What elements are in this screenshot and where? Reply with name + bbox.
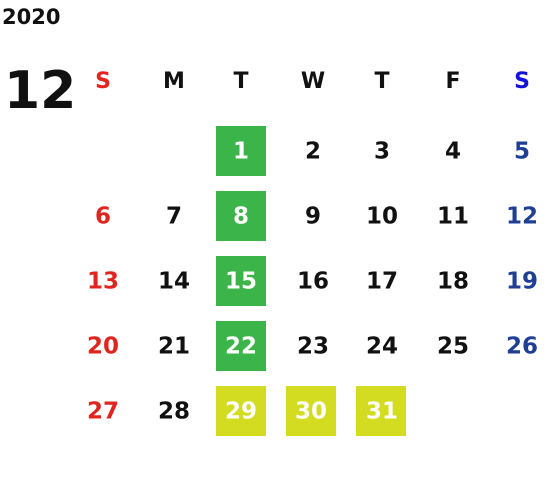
day-number: 26	[506, 334, 538, 360]
day-number: 17	[366, 269, 398, 295]
month: 12	[4, 61, 76, 121]
day-number: 14	[158, 269, 190, 295]
day-number: 23	[297, 334, 329, 360]
weekday-label: F	[445, 69, 460, 94]
day-number: 15	[225, 269, 257, 295]
weekday-label: W	[301, 69, 325, 94]
day-number: 11	[437, 204, 469, 230]
weekday-label: T	[374, 69, 389, 94]
day-number: 9	[305, 204, 321, 230]
weekday-label: M	[163, 69, 185, 94]
day-highlight	[216, 191, 266, 241]
year: 2020	[2, 5, 60, 29]
day-number: 4	[445, 139, 461, 165]
weekday-label: S	[95, 69, 111, 94]
day-number: 24	[366, 334, 398, 360]
day-number: 30	[295, 399, 327, 425]
day-number: 22	[225, 334, 257, 360]
day-highlight	[216, 126, 266, 176]
day-highlight	[216, 256, 266, 306]
day-number: 21	[158, 334, 190, 360]
weekday-label: S	[514, 69, 530, 94]
day-number: 5	[514, 139, 530, 165]
day-number: 28	[158, 399, 190, 425]
day-highlight	[356, 386, 406, 436]
day-highlight	[216, 386, 266, 436]
day-number: 19	[506, 269, 538, 295]
day-number: 29	[225, 399, 257, 425]
day-number: 27	[87, 399, 119, 425]
day-number: 10	[366, 204, 398, 230]
day-number: 6	[95, 204, 111, 230]
day-number: 18	[437, 269, 469, 295]
day-number: 20	[87, 334, 119, 360]
day-number: 16	[297, 269, 329, 295]
day-number: 1	[233, 139, 249, 165]
day-number: 12	[506, 204, 538, 230]
day-highlight	[216, 321, 266, 371]
day-number: 31	[366, 399, 398, 425]
day-number: 13	[87, 269, 119, 295]
day-number: 2	[305, 139, 321, 165]
day-number: 25	[437, 334, 469, 360]
day-highlight	[286, 386, 336, 436]
day-number: 3	[374, 139, 390, 165]
day-number: 7	[166, 204, 182, 230]
day-number: 8	[233, 204, 249, 230]
weekday-label: T	[233, 69, 248, 94]
